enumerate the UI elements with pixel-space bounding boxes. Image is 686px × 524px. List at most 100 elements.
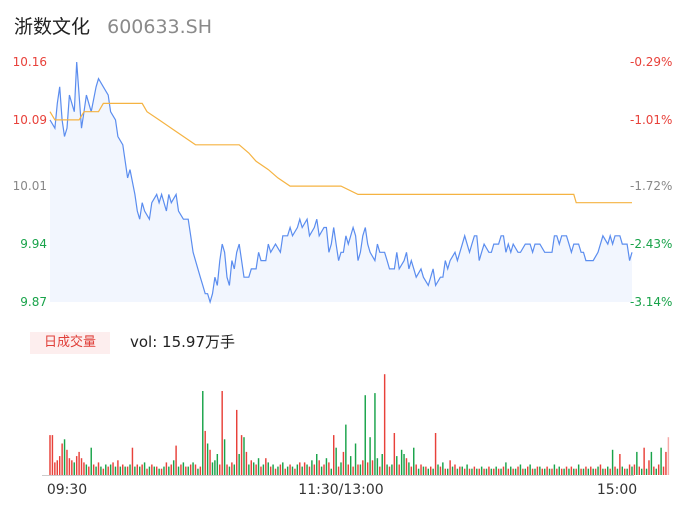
volume-bar [243, 437, 245, 475]
pct-tick-label: -1.72% [630, 179, 672, 193]
volume-bar [180, 464, 182, 475]
volume-bar [643, 447, 645, 475]
volume-tag[interactable]: 日成交量 [30, 332, 110, 354]
volume-bar [468, 468, 471, 475]
volume-bar [119, 466, 122, 475]
volume-bar [514, 468, 517, 475]
volume-bar [151, 464, 153, 475]
x-tick-label: 11:30/13:00 [298, 482, 383, 498]
volume-bar [282, 462, 284, 475]
volume-bar [512, 468, 514, 475]
volume-bar [109, 464, 112, 475]
volume-bar [408, 462, 410, 475]
volume-bar [54, 462, 56, 475]
volume-bar [277, 466, 279, 475]
volume-bar [347, 464, 349, 475]
volume-bar [660, 447, 662, 475]
volume-bar [560, 468, 563, 475]
volume-bar [337, 466, 340, 475]
y-tick-label: 9.94 [20, 237, 47, 251]
volume-bar [330, 468, 333, 475]
volume-bar [539, 466, 541, 475]
volume-bar [107, 466, 109, 475]
volume-bar [490, 468, 493, 475]
y-tick-label: 10.09 [13, 113, 47, 127]
volume-bar [296, 464, 299, 475]
price-area [50, 62, 632, 302]
volume-bar [471, 468, 473, 475]
volume-bar [199, 466, 202, 475]
volume-bar [446, 468, 449, 475]
volume-bar [517, 466, 519, 475]
volume-bar [478, 468, 480, 475]
volume-bar [117, 460, 119, 475]
volume-bar [189, 464, 192, 475]
volume-bar [88, 466, 90, 475]
volume-bar [366, 462, 369, 475]
volume-bar [580, 468, 582, 475]
y-tick-label: 10.01 [13, 179, 47, 193]
volume-bar [206, 443, 209, 475]
volume-bar [187, 466, 189, 475]
stock-code: 600633.SH [107, 16, 213, 38]
volume-bar [403, 454, 405, 475]
volume-bar [245, 451, 248, 475]
volume-bar [648, 460, 650, 475]
volume-bar [522, 468, 524, 475]
volume-bar [590, 466, 592, 475]
volume-bar [655, 468, 657, 475]
volume-bar [257, 458, 260, 475]
volume-bar [609, 468, 611, 475]
volume-bar [585, 466, 587, 475]
pct-tick-label: -3.14% [630, 295, 672, 309]
volume-bar [640, 468, 643, 475]
volume-bar [536, 466, 539, 475]
volume-bar [662, 466, 665, 475]
volume-bar [325, 458, 328, 475]
volume-bar [342, 451, 345, 475]
volume-bar [136, 464, 139, 475]
volume-bar [92, 464, 95, 475]
x-tick-label: 09:30 [47, 482, 87, 498]
volume-bar [466, 464, 468, 475]
volume-bar [97, 462, 100, 475]
volume-bar [214, 460, 216, 475]
volume-bar [328, 462, 330, 475]
volume-bar [463, 468, 466, 475]
volume-bar [379, 466, 381, 475]
volume-bar [284, 468, 286, 475]
volume-bar [619, 454, 621, 475]
volume-bar [607, 466, 609, 475]
volume-bar [71, 460, 73, 475]
x-tick-label: 15:00 [597, 482, 637, 498]
volume-bar [63, 439, 66, 475]
volume-bar [170, 464, 172, 475]
volume-bar [83, 462, 85, 475]
volume-bar [575, 468, 577, 475]
volume-bar [352, 466, 354, 475]
volume-bar [413, 447, 415, 475]
volume-bar [231, 462, 233, 475]
volume-bar [551, 468, 553, 475]
volume-bar [524, 468, 527, 475]
volume-bar [182, 462, 185, 475]
volume-bar [495, 466, 497, 475]
volume-bar [451, 466, 454, 475]
volume-bar [653, 466, 655, 475]
volume-bar [556, 468, 558, 475]
volume-bar [626, 468, 628, 475]
volume-bar [502, 466, 505, 475]
volume-bar [476, 468, 478, 475]
stock-header: 浙数文化 600633.SH [14, 12, 212, 40]
volume-bar [430, 466, 432, 475]
volume-bar [134, 466, 136, 475]
volume-bar [80, 458, 83, 475]
volume-bar [386, 464, 388, 475]
volume-bar [364, 395, 366, 475]
volume-bar [114, 466, 117, 475]
volume-bar [202, 391, 204, 475]
volume-bar [75, 456, 78, 475]
volume-bar [405, 458, 408, 475]
volume-bar [505, 462, 507, 475]
volume-bar [204, 430, 206, 475]
